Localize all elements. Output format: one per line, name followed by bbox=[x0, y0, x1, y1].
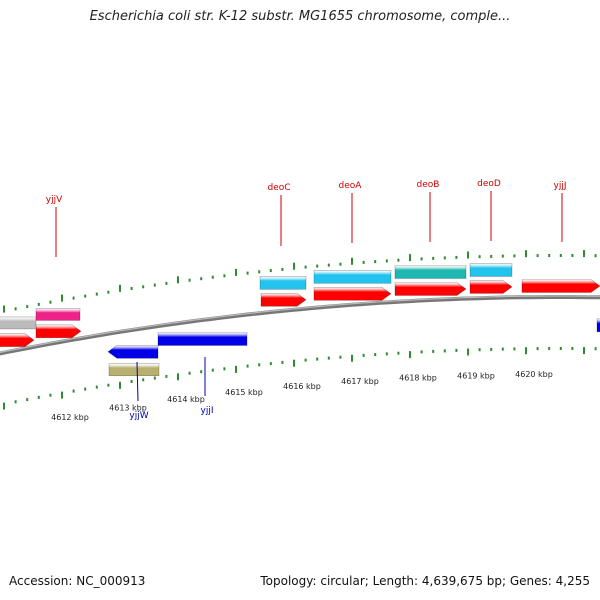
chromosome-backbone bbox=[0, 295, 600, 356]
gene-label-yjjI[interactable]: yjjI bbox=[201, 406, 214, 416]
scale-label: 4617 kbp bbox=[341, 377, 379, 386]
gene-label-deoA[interactable]: deoA bbox=[339, 181, 363, 191]
forward-gene-arrow[interactable] bbox=[521, 279, 600, 293]
scale-label: 4619 kbp bbox=[457, 371, 495, 380]
scale-label: 4613 kbp bbox=[109, 404, 147, 413]
feature-box[interactable] bbox=[469, 263, 513, 277]
topology-summary: Topology: circular; Length: 4,639,675 bp… bbox=[260, 574, 590, 588]
backbone-highlight bbox=[0, 295, 600, 354]
scale-label: 4618 kbp bbox=[399, 374, 437, 383]
scale-label: 4614 kbp bbox=[167, 395, 205, 404]
gene-label-deoB[interactable]: deoB bbox=[417, 180, 440, 190]
accession-label: Accession: NC_000913 bbox=[9, 574, 146, 588]
feature-box[interactable] bbox=[35, 308, 81, 321]
gene-label-yjjJ[interactable]: yjjJ bbox=[554, 181, 567, 191]
gene-leader-line bbox=[136, 361, 139, 402]
forward-gene-arrow[interactable] bbox=[0, 333, 35, 347]
forward-gene-arrow[interactable] bbox=[313, 286, 392, 301]
feature-box[interactable] bbox=[108, 363, 160, 377]
scale-label: 4620 kbp bbox=[515, 370, 553, 379]
forward-gene-arrow[interactable] bbox=[35, 324, 82, 339]
sequence-title: Escherichia coli str. K-12 substr. MG165… bbox=[89, 9, 511, 24]
gene-label-yjjW[interactable]: yjjW bbox=[129, 411, 148, 421]
gene-label-deoC[interactable]: deoC bbox=[267, 183, 290, 193]
scale-label: 4616 kbp bbox=[283, 382, 321, 391]
scale-label: 4615 kbp bbox=[225, 388, 263, 397]
gene-label-deoD[interactable]: deoD bbox=[477, 179, 501, 189]
reverse-gene-arrow[interactable] bbox=[157, 332, 248, 346]
scale-label: 4612 kbp bbox=[51, 413, 89, 422]
reverse-gene-arrow[interactable] bbox=[596, 318, 600, 333]
feature-box[interactable] bbox=[259, 275, 307, 290]
gene-label-yjjV[interactable]: yjjV bbox=[46, 195, 63, 205]
feature-box[interactable] bbox=[0, 316, 37, 330]
reverse-gene-arrow[interactable] bbox=[107, 344, 159, 359]
forward-gene-arrow[interactable] bbox=[260, 292, 307, 307]
forward-gene-arrow[interactable] bbox=[394, 282, 467, 296]
feature-box[interactable] bbox=[313, 269, 392, 284]
forward-gene-arrow[interactable] bbox=[469, 280, 513, 294]
feature-box[interactable] bbox=[394, 265, 467, 279]
